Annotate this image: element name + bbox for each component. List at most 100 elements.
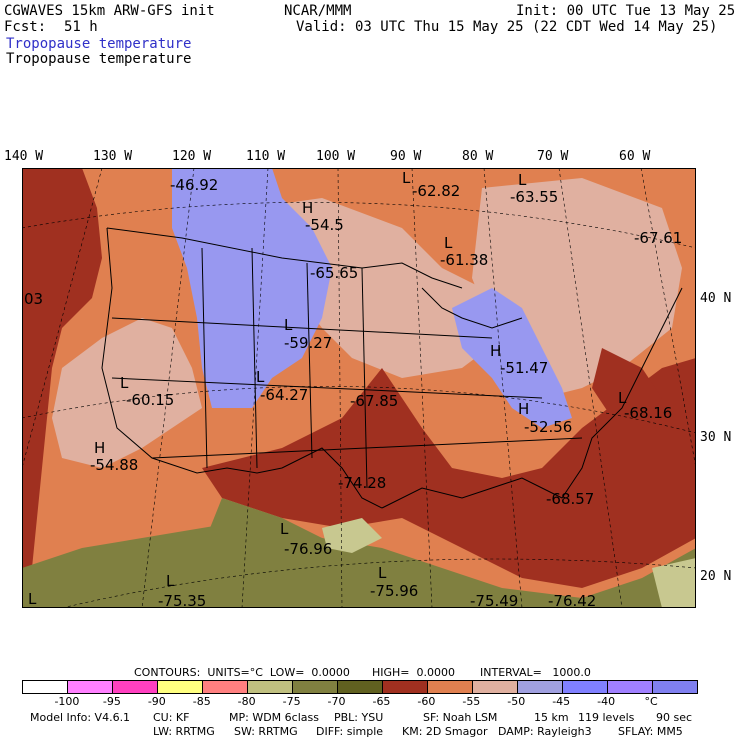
low-marker: L xyxy=(402,169,411,187)
legend-swatch xyxy=(383,681,428,693)
field-khaki-patch xyxy=(652,558,696,608)
footer-resolution: 15 km xyxy=(534,711,569,724)
field-red-pacific xyxy=(22,168,102,608)
field-khaki-patch xyxy=(322,518,382,553)
map-value-label: -68.57 xyxy=(546,490,594,508)
field-pink-southwest xyxy=(52,318,202,468)
graticule-line xyxy=(337,168,343,608)
contours-interval: INTERVAL= 1000.0 xyxy=(480,666,591,679)
footer-sf: SF: Noah LSM xyxy=(423,711,498,724)
footer-sw: SW: RRTMG xyxy=(234,725,298,738)
low-marker: L xyxy=(280,520,289,538)
political-boundaries xyxy=(101,227,683,509)
footer-damp: DAMP: Rayleigh3 xyxy=(498,725,592,738)
legend-swatch xyxy=(293,681,338,693)
us-west-coast-and-mexico-border xyxy=(101,227,383,509)
model-title: CGWAVES 15km ARW-GFS init xyxy=(4,3,215,19)
legend-tick-label: °C xyxy=(644,695,658,708)
high-marker: H xyxy=(302,199,313,217)
state-line xyxy=(111,317,493,339)
map-value-label: -76.42 xyxy=(548,592,596,608)
map-value-label: -75.35 xyxy=(158,592,206,608)
map-value-label: -64.27 xyxy=(260,386,308,404)
map-value-label: -65.65 xyxy=(310,264,358,282)
map-value-label: -74.28 xyxy=(338,474,386,492)
legend-swatch xyxy=(248,681,293,693)
field-olive-mexico xyxy=(202,498,442,608)
legend-tick-label: -45 xyxy=(552,695,571,708)
lat-label: 20 N xyxy=(700,569,732,584)
footer-pbl: PBL: YSU xyxy=(334,711,384,724)
lon-label: 120 W xyxy=(172,149,212,164)
tropopause-temperature-map: -46.92 H -54.5 L -62.82 L -63.55 -65.65 … xyxy=(22,168,696,608)
legend-swatch xyxy=(563,681,608,693)
lat-label: 30 N xyxy=(700,430,732,445)
org-label: NCAR/MMM xyxy=(284,3,352,19)
graticule-line xyxy=(640,168,696,469)
legend-swatch xyxy=(428,681,473,693)
legend-swatch xyxy=(68,681,113,693)
low-marker: L xyxy=(120,374,129,392)
map-value-label: -67.61 xyxy=(634,229,682,247)
legend-swatch xyxy=(113,681,158,693)
graticule-line xyxy=(22,386,696,434)
map-value-label: -68.16 xyxy=(624,404,672,422)
map-value-label: 03 xyxy=(24,290,43,308)
map-value-label: -75.96 xyxy=(370,582,418,600)
legend-swatch xyxy=(338,681,383,693)
graticule-line xyxy=(241,168,269,608)
color-legend-bar xyxy=(22,680,698,694)
contours-high: HIGH= 0.0000 xyxy=(372,666,456,679)
lon-label: 60 W xyxy=(619,149,651,164)
legend-tick-label: -60 xyxy=(417,695,436,708)
map-value-label: -62.82 xyxy=(412,182,460,200)
field-title-blue: Tropopause temperature xyxy=(6,36,192,52)
footer-timestep: 90 sec xyxy=(656,711,693,724)
lon-label: 100 W xyxy=(316,149,356,164)
legend-swatch xyxy=(158,681,203,693)
footer-model-info: Model Info: V4.6.1 xyxy=(30,711,131,724)
graticule-line xyxy=(558,168,623,608)
state-line xyxy=(151,437,583,459)
fcst-label: Fcst: xyxy=(4,19,47,35)
graticule-line xyxy=(61,558,696,608)
map-value-label: -51.47 xyxy=(500,359,548,377)
legend-tick-label: -50 xyxy=(507,695,526,708)
lat-label: 40 N xyxy=(700,291,732,306)
legend-swatch xyxy=(518,681,563,693)
low-marker: L xyxy=(444,234,453,252)
legend-swatch xyxy=(203,681,248,693)
field-red-gulf xyxy=(202,358,696,588)
legend-tick-label: -40 xyxy=(597,695,616,708)
map-value-label: -52.56 xyxy=(524,418,572,436)
high-marker: H xyxy=(94,439,105,457)
great-lakes xyxy=(421,287,523,329)
footer-km: KM: 2D Smagor xyxy=(402,725,488,738)
low-marker: L xyxy=(284,316,293,334)
legend-tick-label: -90 xyxy=(147,695,166,708)
legend-tick-label: -80 xyxy=(237,695,256,708)
field-title-black: Tropopause temperature xyxy=(6,51,192,67)
state-line xyxy=(306,262,313,459)
legend-tick-label: -95 xyxy=(102,695,121,708)
field-violet-greatlakes xyxy=(452,288,572,428)
legend-swatch xyxy=(608,681,653,693)
footer-lw: LW: RRTMG xyxy=(153,725,215,738)
low-marker: L xyxy=(166,572,175,590)
field-violet-rockies xyxy=(172,168,332,408)
map-value-label: -59.27 xyxy=(284,334,332,352)
lon-label: 140 W xyxy=(4,149,44,164)
fcst-value: 51 h xyxy=(64,19,98,35)
low-marker: L xyxy=(518,171,527,189)
footer-sflay: SFLAY: MM5 xyxy=(618,725,683,738)
graticule-line xyxy=(22,168,103,469)
graticule-line xyxy=(22,202,696,249)
graticule xyxy=(22,168,696,608)
footer-levels: 119 levels xyxy=(578,711,635,724)
state-line xyxy=(361,267,368,489)
graticule-line xyxy=(411,168,433,608)
gulf-and-east-coast xyxy=(381,287,683,509)
legend-swatch xyxy=(473,681,518,693)
high-marker: H xyxy=(490,342,501,360)
footer-mp: MP: WDM 6class xyxy=(229,711,319,724)
